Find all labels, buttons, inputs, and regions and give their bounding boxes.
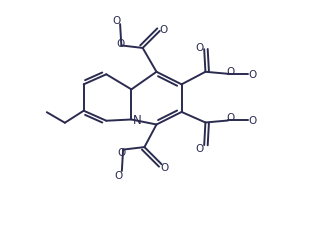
Text: N: N [133,114,142,127]
Text: O: O [118,148,126,158]
Text: O: O [114,170,123,180]
Text: O: O [226,113,234,123]
Text: O: O [226,66,234,76]
Text: O: O [196,143,204,153]
Text: O: O [161,162,169,172]
Text: O: O [159,25,167,35]
Text: O: O [248,70,257,80]
Text: O: O [116,39,124,49]
Text: O: O [248,116,257,126]
Text: O: O [113,16,121,26]
Text: O: O [196,42,204,52]
